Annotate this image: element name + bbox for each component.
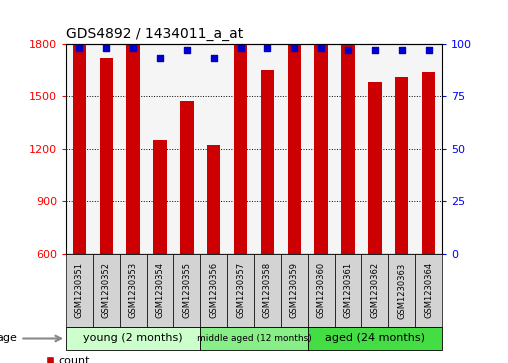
Bar — [180, 101, 194, 254]
Text: age: age — [0, 334, 18, 343]
Bar — [200, 254, 227, 327]
Bar — [368, 82, 382, 254]
Bar — [126, 45, 140, 254]
Point — [210, 56, 218, 61]
Bar — [314, 0, 328, 254]
Text: GDS4892 / 1434011_a_at: GDS4892 / 1434011_a_at — [66, 27, 243, 41]
Bar — [173, 254, 200, 327]
Text: GSM1230355: GSM1230355 — [182, 262, 192, 318]
Text: GSM1230364: GSM1230364 — [424, 262, 433, 318]
Bar — [200, 327, 308, 350]
Point — [237, 45, 245, 51]
Bar — [341, 35, 355, 254]
Text: GSM1230359: GSM1230359 — [290, 262, 299, 318]
Bar — [73, 31, 86, 254]
Text: GSM1230353: GSM1230353 — [129, 262, 138, 318]
Bar — [153, 140, 167, 254]
Point — [344, 47, 352, 53]
Point — [425, 47, 433, 53]
Bar — [120, 254, 147, 327]
Bar — [415, 254, 442, 327]
Bar — [66, 327, 200, 350]
Text: middle aged (12 months): middle aged (12 months) — [197, 334, 311, 343]
Point — [129, 45, 137, 51]
Bar — [100, 58, 113, 254]
Bar — [261, 70, 274, 254]
Point — [317, 45, 325, 51]
Point — [183, 47, 191, 53]
Bar — [308, 254, 335, 327]
Bar — [227, 254, 254, 327]
Bar — [395, 77, 408, 254]
Text: GSM1230363: GSM1230363 — [397, 262, 406, 318]
Point — [263, 45, 271, 51]
Bar — [66, 254, 93, 327]
Point — [102, 45, 110, 51]
Point — [156, 56, 164, 61]
Text: GSM1230354: GSM1230354 — [155, 262, 165, 318]
Bar — [234, 40, 247, 254]
Bar — [281, 254, 308, 327]
Text: GSM1230361: GSM1230361 — [343, 262, 353, 318]
Text: young (2 months): young (2 months) — [83, 334, 183, 343]
Bar — [335, 254, 361, 327]
Point — [371, 47, 379, 53]
Text: GSM1230358: GSM1230358 — [263, 262, 272, 318]
Bar — [361, 254, 388, 327]
Bar — [207, 145, 220, 254]
Bar — [388, 254, 415, 327]
Bar — [254, 254, 281, 327]
Text: aged (24 months): aged (24 months) — [325, 334, 425, 343]
Bar — [288, 21, 301, 254]
Bar — [422, 72, 435, 254]
Point — [398, 47, 406, 53]
Bar — [308, 327, 442, 350]
Text: GSM1230352: GSM1230352 — [102, 262, 111, 318]
Point — [290, 45, 298, 51]
Text: GSM1230360: GSM1230360 — [316, 262, 326, 318]
Bar — [93, 254, 120, 327]
Bar — [147, 254, 173, 327]
Point — [75, 45, 83, 51]
Text: GSM1230362: GSM1230362 — [370, 262, 379, 318]
Text: GSM1230357: GSM1230357 — [236, 262, 245, 318]
Text: GSM1230356: GSM1230356 — [209, 262, 218, 318]
Legend: count, percentile rank within the sample: count, percentile rank within the sample — [46, 356, 246, 363]
Text: GSM1230351: GSM1230351 — [75, 262, 84, 318]
